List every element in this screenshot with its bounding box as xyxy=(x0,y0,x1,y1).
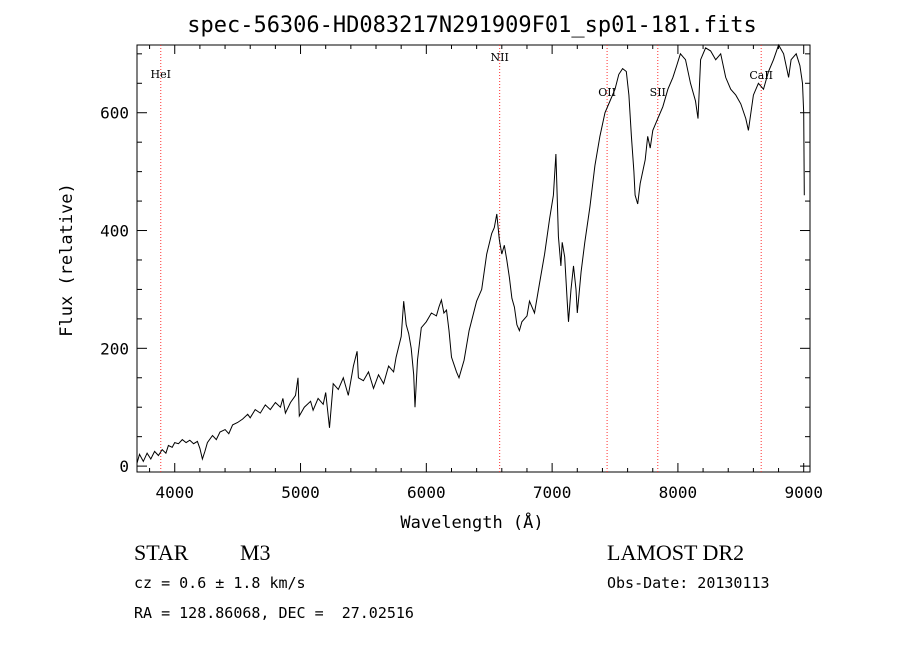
line-label-oii: OII xyxy=(598,86,616,99)
redshift-text: cz = 0.6 ± 1.8 km/s xyxy=(134,574,306,592)
line-label-sii: SII xyxy=(650,86,666,99)
line-label-nii: NII xyxy=(491,51,509,64)
spectrum-chart: spec-56306-HD083217N291909F01_sp01-181.f… xyxy=(57,13,823,533)
plot-frame xyxy=(136,44,811,473)
y-tick-label: 0 xyxy=(119,457,129,476)
y-tick-label: 600 xyxy=(100,104,129,123)
x-axis-ticks: 4000 5000 6000 7000 8000 9000 xyxy=(149,45,823,502)
object-class: STAR xyxy=(134,540,189,565)
coordinates-text: RA = 128.86068, DEC = 27.02516 xyxy=(134,604,414,622)
y-tick-label: 400 xyxy=(100,222,129,241)
obs-date-text: Obs-Date: 20130113 xyxy=(607,574,770,592)
line-label-hei: HeI xyxy=(151,68,171,81)
y-axis-label: Flux (relative) xyxy=(57,183,77,337)
x-tick-label: 8000 xyxy=(659,483,698,502)
x-tick-label: 6000 xyxy=(407,483,446,502)
object-subclass: M3 xyxy=(240,540,271,565)
x-tick-label: 9000 xyxy=(784,483,823,502)
y-axis-ticks: 0 200 400 600 xyxy=(100,53,810,476)
chart-title: spec-56306-HD083217N291909F01_sp01-181.f… xyxy=(187,13,757,38)
x-tick-label: 7000 xyxy=(533,483,572,502)
x-axis-label: Wavelength (Å) xyxy=(400,511,543,533)
x-tick-label: 5000 xyxy=(281,483,320,502)
x-tick-label: 4000 xyxy=(155,483,194,502)
survey-name: LAMOST DR2 xyxy=(607,540,745,565)
emission-lines: HeI NII OII SII CaII xyxy=(151,45,773,472)
spectrum-series-line xyxy=(136,43,805,464)
y-tick-label: 200 xyxy=(100,339,129,358)
line-label-caii: CaII xyxy=(749,69,773,82)
